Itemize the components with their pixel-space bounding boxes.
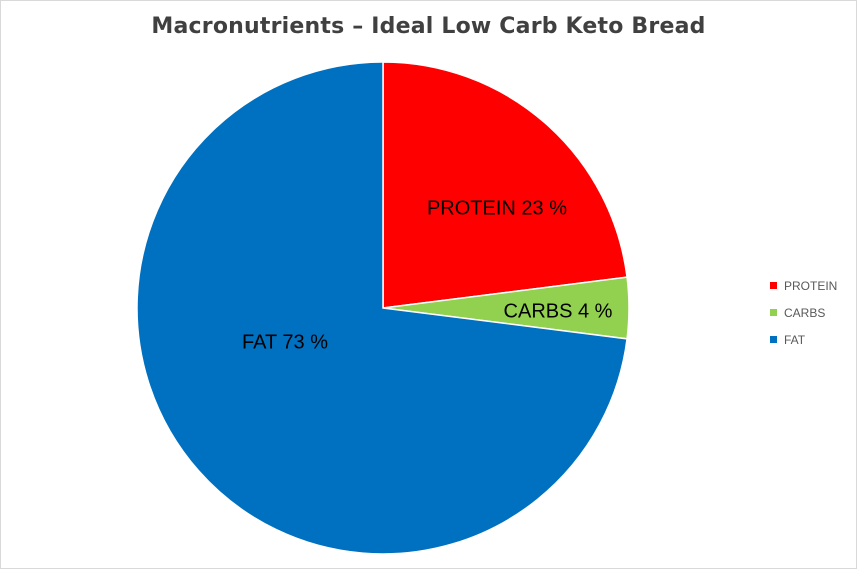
pie-slice-protein xyxy=(382,61,628,309)
legend: PROTEIN CARBS FAT xyxy=(770,272,837,353)
legend-item-protein: PROTEIN xyxy=(770,272,837,299)
data-label-carbs: CARBS 4 % xyxy=(504,300,613,322)
legend-label: FAT xyxy=(784,332,806,347)
legend-swatch xyxy=(770,336,777,343)
legend-label: CARBS xyxy=(784,305,826,320)
legend-swatch xyxy=(770,282,777,289)
data-label-protein: PROTEIN 23 % xyxy=(427,197,567,219)
pie-slices xyxy=(136,61,630,555)
legend-label: PROTEIN xyxy=(784,278,838,293)
data-label-fat: FAT 73 % xyxy=(242,331,328,353)
legend-swatch xyxy=(770,309,777,316)
pie-slice-fat xyxy=(136,61,628,555)
pie-slice-labels: PROTEIN 23 % CARBS 4 % FAT 73 % xyxy=(242,197,613,353)
chart-title: Macronutrients – Ideal Low Carb Keto Bre… xyxy=(151,14,706,39)
legend-item-carbs: CARBS xyxy=(770,299,837,326)
legend-item-fat: FAT xyxy=(770,326,837,353)
